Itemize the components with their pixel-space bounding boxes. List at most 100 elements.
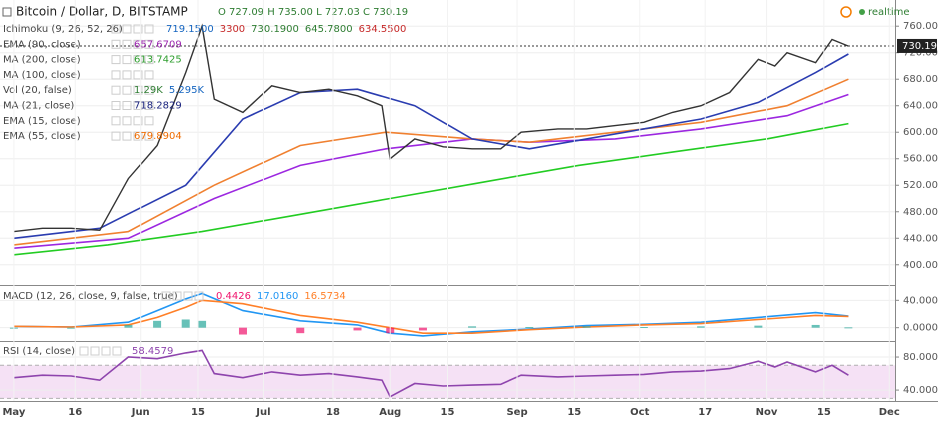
y-tick-label: 680.00 [903, 74, 938, 85]
legend-icon [144, 24, 154, 34]
x-tick-label: 15 [191, 407, 205, 418]
legend-value: 645.7800 [305, 24, 353, 35]
macd-histogram-bar [353, 327, 362, 331]
ohlc: O 727.09 H 735.00 L 727.03 C 730.19 [218, 7, 408, 18]
legend-icon [122, 24, 132, 34]
macd-histogram-bar [238, 327, 247, 335]
legend-label: MA (100, close) [3, 70, 81, 81]
y-tick-label: 640.00 [903, 101, 938, 112]
macd-histogram-bar [811, 324, 820, 328]
symbol-icon [2, 7, 12, 17]
macd-histogram-bar [697, 326, 706, 328]
y-tick-label: 600.00 [903, 127, 938, 138]
legend-value: 5.295K [169, 85, 205, 96]
legend-icon [122, 39, 132, 49]
last-price-box [897, 38, 937, 53]
y-tick-label: 760.00 [903, 21, 938, 32]
legend-icon [122, 85, 132, 95]
x-tick-label: 17 [698, 407, 712, 418]
legend-icon [144, 101, 154, 110]
legend-icon [112, 346, 122, 356]
indicator-title: MACD (12, 26, close, 9, false, true) [3, 291, 178, 302]
legend-icon [111, 55, 121, 65]
y-tick-label: 480.00 [903, 207, 938, 218]
legend-icon [144, 70, 154, 80]
macd-histogram-bar [754, 325, 763, 328]
macd-histogram-bar [124, 324, 133, 328]
chart-title: Bitcoin / Dollar, D, BITSTAMP [16, 5, 188, 19]
macd-histogram-bar [153, 320, 162, 328]
legend-icon [111, 85, 121, 95]
x-tick-label: 18 [326, 407, 340, 418]
legend-icon [144, 39, 154, 49]
legend-value: 679.8904 [134, 131, 182, 142]
legend-value: 718.2829 [134, 101, 182, 112]
legend-icon [122, 116, 132, 126]
legend-icon [111, 131, 121, 141]
legend-icon [122, 55, 132, 65]
legend-icon [133, 24, 143, 34]
indicator-value: 17.0160 [257, 291, 298, 302]
y-tick-label: 0.0000 [903, 323, 938, 334]
y-tick-label: 40.0000 [903, 385, 938, 396]
indicator-title: RSI (14, close) [3, 346, 75, 357]
indicator-value: 16.5734 [304, 291, 345, 302]
y-tick-label: 40.0000 [903, 295, 938, 306]
x-tick-label: May [2, 407, 25, 418]
legend-value: 657.6709 [134, 39, 182, 50]
legend-icon [144, 55, 154, 65]
legend-icon [133, 55, 143, 65]
y-tick-label: 720.00 [903, 48, 938, 59]
legend-icon [122, 70, 132, 80]
legend-icon [161, 291, 171, 301]
x-tick-label: 15 [817, 407, 831, 418]
legend-icon [183, 291, 193, 301]
y-tick-label: 440.00 [903, 233, 938, 244]
legend-label: MA (200, close) [3, 55, 81, 66]
y-tick-label: 400.00 [903, 260, 938, 271]
macd-histogram-bar [296, 327, 305, 334]
line-series [13, 23, 849, 233]
legend-icon [133, 101, 143, 110]
macd-histogram-bar [525, 327, 534, 328]
x-tick-label: Nov [756, 407, 778, 418]
clock-icon [840, 6, 852, 18]
legend-icon [133, 39, 143, 49]
x-tick-label: Sep [506, 407, 527, 418]
realtime-dot [859, 9, 865, 15]
legend-icon [133, 131, 143, 141]
legend-icon [90, 346, 100, 356]
legend-icon [144, 85, 154, 95]
legend-icon [144, 116, 154, 126]
legend-icon [111, 116, 121, 126]
x-tick-label: 16 [68, 407, 82, 418]
last-price-label: 730.19 [902, 41, 937, 52]
macd-histogram-bar [181, 319, 190, 328]
x-tick-label: Aug [379, 407, 401, 418]
legend-icon [111, 24, 121, 34]
line-series [13, 349, 849, 398]
legend-icon [144, 131, 154, 141]
legend-icon [111, 101, 121, 110]
legend-icon [133, 70, 143, 80]
legend-icon [133, 116, 143, 126]
macd-histogram-bar [198, 320, 207, 328]
legend-label: EMA (15, close) [3, 116, 81, 127]
legend-icon [122, 131, 132, 141]
legend-value: 613.7425 [134, 55, 182, 66]
legend-label: EMA (90, close) [3, 39, 81, 50]
macd-histogram-bar [639, 327, 648, 328]
legend-icon [194, 291, 204, 301]
x-tick-label: 15 [567, 407, 581, 418]
legend-icon [101, 346, 111, 356]
indicator-value: 0.4426 [216, 291, 251, 302]
legend-label: Ichimoku (9, 26, 52, 26) [3, 24, 123, 35]
legend-value: 3300 [220, 24, 245, 35]
legend-icon [79, 346, 89, 356]
legend-value: 719.1500 [166, 24, 214, 35]
x-tick-label: 15 [441, 407, 455, 418]
legend-icon [111, 70, 121, 80]
legend-value: 1.29K [134, 85, 163, 96]
